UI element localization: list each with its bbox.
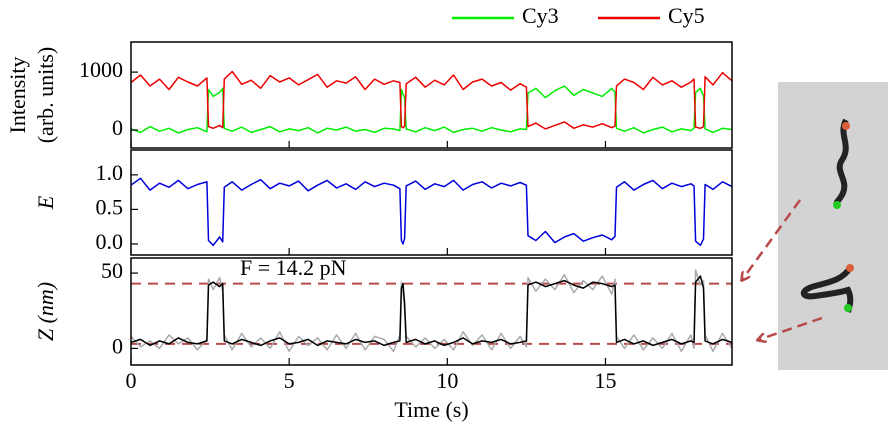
plot-frame bbox=[130, 41, 733, 149]
y-tick-label: 1.0 bbox=[96, 160, 124, 185]
series-line bbox=[131, 269, 732, 353]
plot-frame bbox=[130, 149, 733, 256]
y-axis-label: Intensity bbox=[5, 57, 30, 134]
cy3-dot bbox=[844, 304, 852, 312]
series-line bbox=[131, 70, 732, 130]
series-line bbox=[131, 275, 732, 347]
plot-frame bbox=[130, 257, 733, 366]
legend-label: Cy3 bbox=[522, 3, 559, 28]
molecule-looped bbox=[800, 266, 854, 313]
y-tick-label: 0 bbox=[112, 115, 123, 140]
y-tick-label: 50 bbox=[101, 258, 123, 283]
arrow bbox=[758, 316, 823, 340]
y-tick-label: 1000 bbox=[79, 57, 123, 82]
cy3-dot bbox=[833, 201, 841, 209]
series-line bbox=[131, 177, 732, 247]
legend-label: Cy5 bbox=[668, 3, 705, 28]
y-axis-label: E bbox=[33, 195, 58, 210]
x-tick-label: 15 bbox=[594, 368, 616, 393]
y-tick-label: 0.5 bbox=[96, 194, 124, 219]
y-tick-label: 0 bbox=[112, 333, 123, 358]
cy5-dot bbox=[846, 264, 854, 272]
y-tick-label: 0.0 bbox=[96, 229, 124, 254]
x-tick-label: 0 bbox=[126, 368, 137, 393]
x-tick-label: 10 bbox=[436, 368, 458, 393]
series-line bbox=[131, 85, 732, 134]
annotation: F = 14.2 pN bbox=[240, 255, 347, 280]
image-background bbox=[778, 82, 888, 370]
x-axis-label: Time (s) bbox=[394, 397, 468, 422]
cy5-dot bbox=[842, 122, 850, 130]
arrow bbox=[742, 199, 802, 280]
y-axis-label: (arb. units) bbox=[33, 47, 58, 144]
x-tick-label: 5 bbox=[284, 368, 295, 393]
molecule-image bbox=[778, 82, 888, 370]
y-axis-label: Z (nm) bbox=[33, 282, 58, 341]
